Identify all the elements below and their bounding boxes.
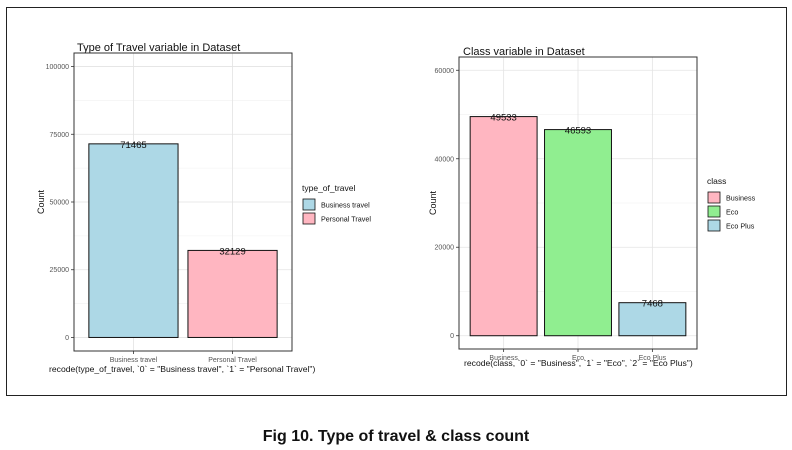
chart2-x-tick-label-2: Eco <box>572 355 584 362</box>
chart2-panel-border <box>458 56 698 350</box>
chart1-y-tick-label-3: 50000 <box>50 200 70 207</box>
chart1-legend-swatch-2 <box>302 212 316 225</box>
chart1-x-axis-title: recode(type_of_travel, `0` = "Business t… <box>49 364 315 374</box>
chart2-title: Class variable in Dataset <box>463 46 585 58</box>
figure-svg: Type of Travel variable in Dataset 71465 B… <box>36 42 756 374</box>
chart1-legend-swatch-1 <box>302 198 316 211</box>
chart2-bar-2 <box>544 129 612 337</box>
chart2-data-label-2: 46593 <box>565 126 591 137</box>
chart2-legend-swatch-1 <box>707 191 721 204</box>
chart1-x-tick-label-1: Business travel <box>110 357 158 364</box>
figure-frame: Type of Travel variable in Dataset 71465 B… <box>6 7 787 396</box>
chart1-legend-label-1: Business travel <box>321 201 370 210</box>
chart1-panel-border <box>73 52 293 352</box>
chart1-y-axis-title: Count <box>36 190 46 215</box>
chart2-y-tick-label-1: 0 <box>450 333 454 340</box>
chart2-x-axis-title: recode(class, `0` = "Business", `1` = "E… <box>464 358 693 368</box>
chart2-legend-label-1: Business <box>726 194 756 203</box>
chart1-y-tick-label-2: 25000 <box>50 267 70 274</box>
chart1-data-label-2: 32129 <box>219 246 245 257</box>
chart2-y-tick-label-4: 60000 <box>435 68 455 75</box>
chart2-legend-label-2: Eco <box>726 208 738 217</box>
chart2-legend-swatch-3 <box>707 219 721 232</box>
chart1-y-tick-label-1: 0 <box>65 335 69 342</box>
chart2-y-tick-label-3: 40000 <box>435 156 455 163</box>
chart1-legend-title: type_of_travel <box>302 183 356 193</box>
chart1-legend-label-2: Personal Travel <box>321 215 371 224</box>
chart1-bar-2 <box>187 249 278 338</box>
chart1-title: Type of Travel variable in Dataset <box>77 42 240 54</box>
chart2-x-tick-label-1: Business <box>489 355 518 362</box>
chart2-y-axis-title: Count <box>428 191 438 216</box>
chart2-data-label-3: 7468 <box>642 299 663 310</box>
chart1-x-tick-label-2: Personal Travel <box>208 357 257 364</box>
chart2-bar-1 <box>469 116 538 337</box>
chart2-bar-3 <box>618 302 687 337</box>
chart2-data-label-1: 49533 <box>490 113 516 124</box>
chart1-y-tick-label-5: 100000 <box>46 64 69 71</box>
chart1-bar-1 <box>88 143 179 338</box>
chart1-y-tick-label-4: 75000 <box>50 132 70 139</box>
figure-caption: Fig 10. Type of travel & class count <box>262 428 530 445</box>
chart2-legend-swatch-2 <box>707 205 721 218</box>
chart2-legend-label-3: Eco Plus <box>726 222 755 231</box>
chart2-y-tick-label-2: 20000 <box>435 245 455 252</box>
chart1-data-label-1: 71465 <box>120 140 146 151</box>
chart2-x-tick-label-3: Eco Plus <box>639 355 667 362</box>
chart2-legend-title: class <box>707 176 726 186</box>
